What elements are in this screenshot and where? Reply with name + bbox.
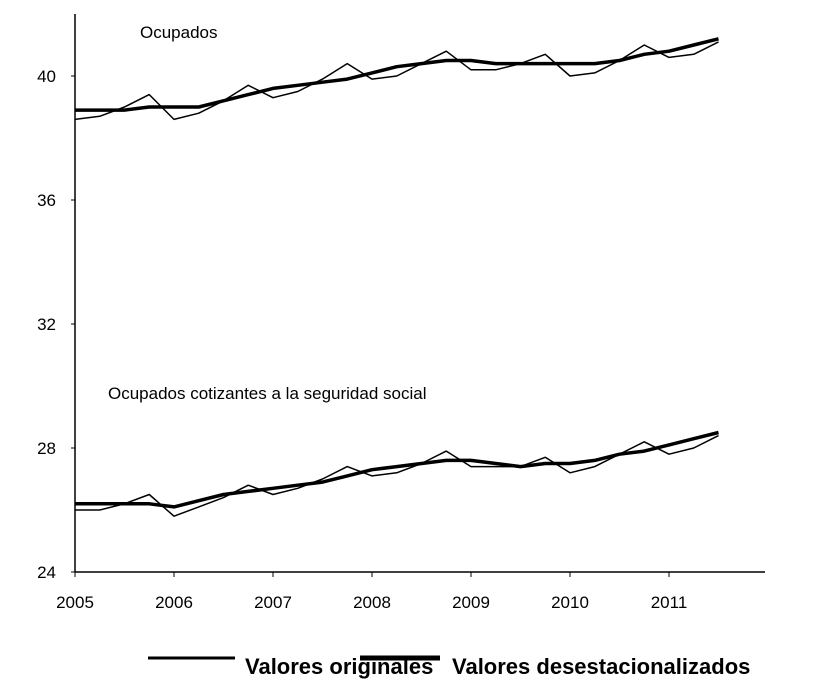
series-line bbox=[75, 430, 719, 509]
y-tick-label: 24 bbox=[37, 563, 56, 582]
series-line bbox=[75, 434, 719, 517]
y-tick-label: 36 bbox=[37, 191, 56, 210]
group-label: Ocupados cotizantes a la seguridad socia… bbox=[108, 384, 426, 403]
group-label: Ocupados bbox=[140, 23, 218, 42]
legend-label: Valores desestacionalizados bbox=[452, 654, 750, 679]
x-tick-label: 2010 bbox=[551, 593, 589, 612]
x-tick-label: 2005 bbox=[56, 593, 94, 612]
x-tick-label: 2008 bbox=[353, 593, 391, 612]
x-tick-label: 2011 bbox=[651, 593, 688, 612]
series-line bbox=[75, 37, 719, 112]
x-tick-label: 2009 bbox=[452, 593, 490, 612]
y-tick-label: 40 bbox=[37, 67, 56, 86]
x-tick-label: 2007 bbox=[254, 593, 292, 612]
x-tick-label: 2006 bbox=[155, 593, 193, 612]
y-tick-label: 32 bbox=[37, 315, 56, 334]
series-line bbox=[74, 41, 719, 121]
y-tick-label: 28 bbox=[37, 439, 56, 458]
